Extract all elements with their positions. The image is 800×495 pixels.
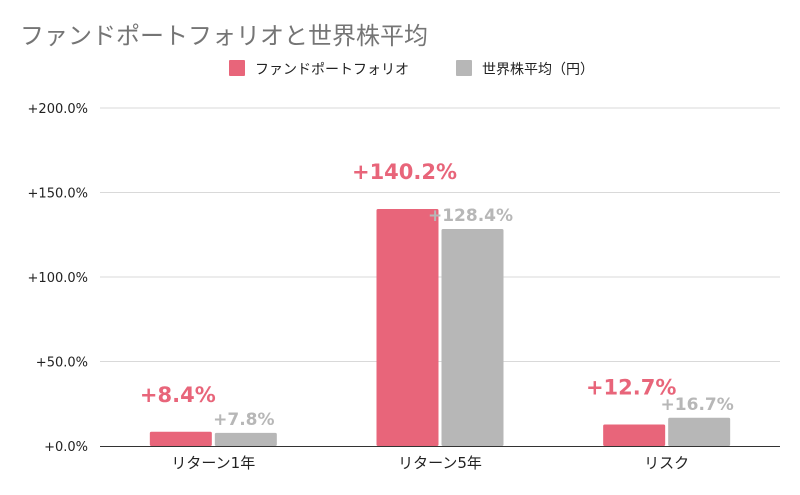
bar-world [668, 417, 731, 446]
y-tick-label: +100.0% [28, 271, 88, 286]
data-labels: +8.4% +7.8% +140.2% +128.4% +12.7%+16.7% [140, 160, 734, 430]
legend-swatch-fund [229, 60, 245, 76]
data-label: +140.2% [352, 160, 457, 184]
y-tick-label: +150.0% [28, 187, 88, 202]
bars [149, 209, 731, 446]
bar-fund [149, 431, 212, 446]
data-label: +12.7% [586, 376, 676, 400]
bar-world [441, 229, 504, 446]
data-label: +7.8% [213, 410, 274, 430]
legend: ファンドポートフォリオ 世界株平均（円） [229, 60, 594, 78]
data-label: +8.4% [140, 383, 216, 407]
x-tick-label: リターン5年 [398, 454, 482, 472]
bar-fund [603, 424, 666, 446]
bar-fund [376, 209, 439, 446]
gridlines [100, 107, 780, 362]
y-tick-label: +50.0% [36, 356, 88, 371]
legend-label-fund: ファンドポートフォリオ [255, 62, 409, 78]
y-tick-label: +200.0% [28, 102, 88, 117]
x-axis: リターン1年 リターン5年 リスク [171, 454, 689, 472]
x-tick-label: リターン1年 [171, 454, 255, 472]
y-axis: +0.0% +50.0% +100.0% +150.0% +200.0% [28, 102, 88, 455]
data-label: +128.4% [428, 206, 513, 226]
bar-world [214, 432, 277, 446]
data-label: +16.7% [661, 395, 734, 415]
x-tick-label: リスク [644, 454, 689, 472]
chart-title: ファンドポートフォリオと世界株平均 [20, 22, 428, 50]
y-tick-label: +0.0% [44, 440, 88, 455]
legend-swatch-world [456, 60, 472, 76]
legend-label-world: 世界株平均（円） [482, 62, 594, 78]
